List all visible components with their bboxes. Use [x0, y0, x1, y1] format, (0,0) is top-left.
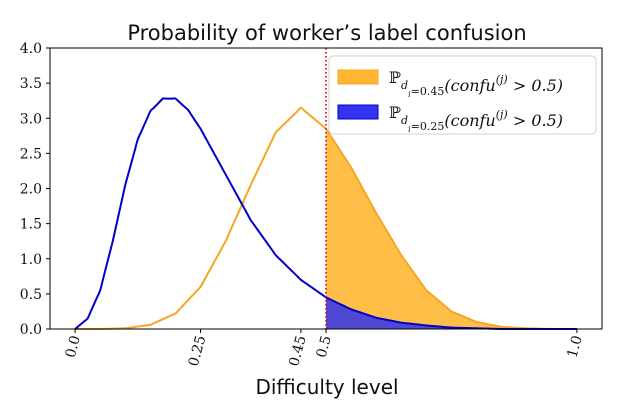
x-axis-label: Difficulty level: [255, 375, 398, 399]
legend: ℙdi=0.45(confu(j) > 0.5) ℙdi=0.25(confu(j…: [328, 55, 597, 135]
legend-swatch-2: [337, 104, 379, 120]
x-tick-label: 0.0: [63, 334, 84, 360]
x-tick-label: 1.0: [565, 334, 586, 360]
shaded-area-1: [326, 128, 577, 330]
x-tick-label: 0.5: [314, 334, 335, 360]
y-tick-label: 3.5: [20, 76, 42, 92]
y-tick-label: 0.0: [20, 322, 42, 338]
legend-box: [328, 55, 597, 135]
legend-label-2: ℙdi=0.25(confu(j) > 0.5): [389, 103, 563, 134]
x-tick-label: 0.25: [186, 334, 210, 368]
y-tick-label: 3.0: [20, 111, 42, 127]
y-tick-label: 1.0: [20, 252, 42, 268]
y-tick-label: 4.0: [20, 41, 42, 57]
y-tick-label: 2.0: [20, 182, 42, 198]
legend-label-1: ℙdi=0.45(confu(j) > 0.5): [389, 68, 563, 99]
y-tick-label: 2.5: [20, 146, 42, 162]
chart-title: Probability of worker’s label confusion: [127, 21, 526, 45]
y-tick-label: 1.5: [20, 217, 42, 233]
x-tick-label: 0.45: [286, 334, 310, 368]
plot-area: 0.00.51.01.52.02.53.03.54.00.0 0.25 0.45 0.…: [20, 41, 603, 368]
y-tick-label: 0.5: [20, 287, 42, 303]
legend-swatch-1: [337, 69, 379, 85]
